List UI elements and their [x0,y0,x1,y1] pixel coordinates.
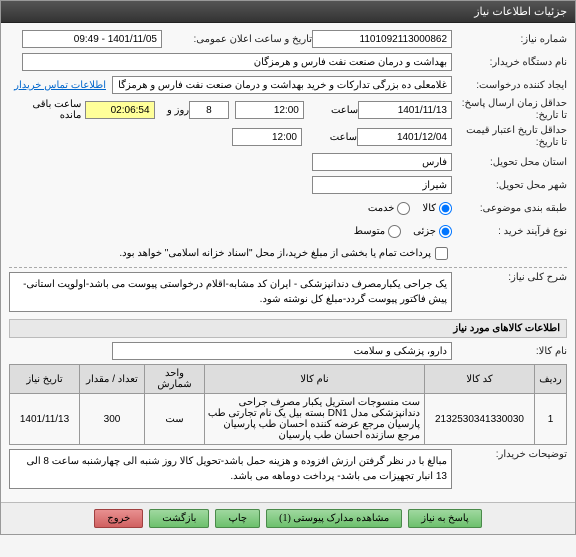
treasury-label: پرداخت تمام یا بخشی از مبلغ خرید،از محل … [119,248,431,259]
panel-title: جزئیات اطلاعات نیاز [474,6,567,18]
contact-link[interactable]: اطلاعات تماس خریدار [14,80,106,91]
radio-goods-input[interactable] [439,202,452,215]
panel-header: جزئیات اطلاعات نیاز [1,1,575,23]
process-label: نوع فرآیند خرید : [452,226,567,237]
deadline-time: 12:00 [235,101,304,119]
time-label-1: ساعت [304,105,358,116]
notes-label: توضیحات خریدار: [452,449,567,460]
days-value: 8 [189,101,229,119]
goods-table: ردیف کد کالا نام کالا واحد شمارش تعداد /… [9,364,567,445]
buyer-label: نام دستگاه خریدار: [452,57,567,68]
province-value: فارس [312,153,452,171]
col-name: نام کالا [205,365,425,394]
radio-service[interactable]: خدمت [368,202,411,215]
attachments-button[interactable]: مشاهده مدارک پیوستی (1) [266,509,402,528]
col-date: تاریخ نیاز [10,365,80,394]
cell-name: ست منسوجات استریل یکبار مصرف جراحی دندان… [205,394,425,445]
footer-buttons: پاسخ به نیاز مشاهده مدارک پیوستی (1) چاپ… [1,502,575,534]
maindesc-label: شرح کلی نیاز: [452,272,567,283]
goods-section-header: اطلاعات کالاهای مورد نیاز [9,319,567,338]
table-header-row: ردیف کد کالا نام کالا واحد شمارش تعداد /… [10,365,567,394]
category-label: طبقه بندی موضوعی: [452,203,567,214]
validity-time: 12:00 [232,128,302,146]
remain-label: ساعت باقی مانده [9,99,81,121]
cell-code: 2132530341330030 [425,394,535,445]
col-unit: واحد شمارش [145,365,205,394]
announce-value: 1401/11/05 - 09:49 [22,30,162,48]
radio-medium[interactable]: متوسط [354,225,401,238]
deadline-label: حداقل زمان ارسال پاسخ: تا تاریخ: [452,98,567,122]
creator-value: غلامعلی ده بزرگی تدارکات و خرید بهداشت و… [112,76,452,94]
radio-minor[interactable]: جزئی [413,225,452,238]
col-qty: تعداد / مقدار [80,365,145,394]
table-row: 1 2132530341330030 ست منسوجات استریل یکب… [10,394,567,445]
cell-qty: 300 [80,394,145,445]
back-button[interactable]: بازگشت [149,509,209,528]
reqno-label: شماره نیاز: [452,34,567,45]
treasury-checkbox[interactable] [435,247,448,260]
deadline-date: 1401/11/13 [358,101,452,119]
respond-button[interactable]: پاسخ به نیاز [408,509,482,528]
city-value: شیراز [312,176,452,194]
cell-unit: ست [145,394,205,445]
radio-goods[interactable]: کالا [422,202,452,215]
validity-label: حداقل تاریخ اعتبار قیمت تا تاریخ: [452,125,567,149]
radio-minor-input[interactable] [439,225,452,238]
radio-medium-input[interactable] [388,225,401,238]
cell-idx: 1 [535,394,567,445]
radio-service-input[interactable] [397,202,410,215]
exit-button[interactable]: خروج [94,509,143,528]
goodsname-label: نام کالا: [452,346,567,357]
col-row: ردیف [535,365,567,394]
goodsname-value: دارو، پزشکی و سلامت [112,342,452,360]
validity-date: 1401/12/04 [357,128,452,146]
province-label: استان محل تحویل: [452,157,567,168]
city-label: شهر محل تحویل: [452,180,567,191]
remain-time: 02:06:54 [85,101,154,119]
process-radio-group: جزئی متوسط [354,225,452,238]
day-label: روز و [155,105,190,116]
buyer-value: بهداشت و درمان صنعت نفت فارس و هرمزگان [22,53,452,71]
category-radio-group: کالا خدمت [368,202,452,215]
time-label-2: ساعت [302,132,357,143]
cell-date: 1401/11/13 [10,394,80,445]
notes-value: مبالغ با در نظر گرفتن ارزش افزوده و هزین… [9,449,452,489]
col-code: کد کالا [425,365,535,394]
maindesc-value: یک جراحی یکبارمصرف دندانپزشکی - ایران کد… [9,272,452,312]
announce-label: تاریخ و ساعت اعلان عمومی: [162,34,312,45]
print-button[interactable]: چاپ [215,509,260,528]
creator-label: ایجاد کننده درخواست: [452,80,567,91]
reqno-value: 1101092113000862 [312,30,452,48]
